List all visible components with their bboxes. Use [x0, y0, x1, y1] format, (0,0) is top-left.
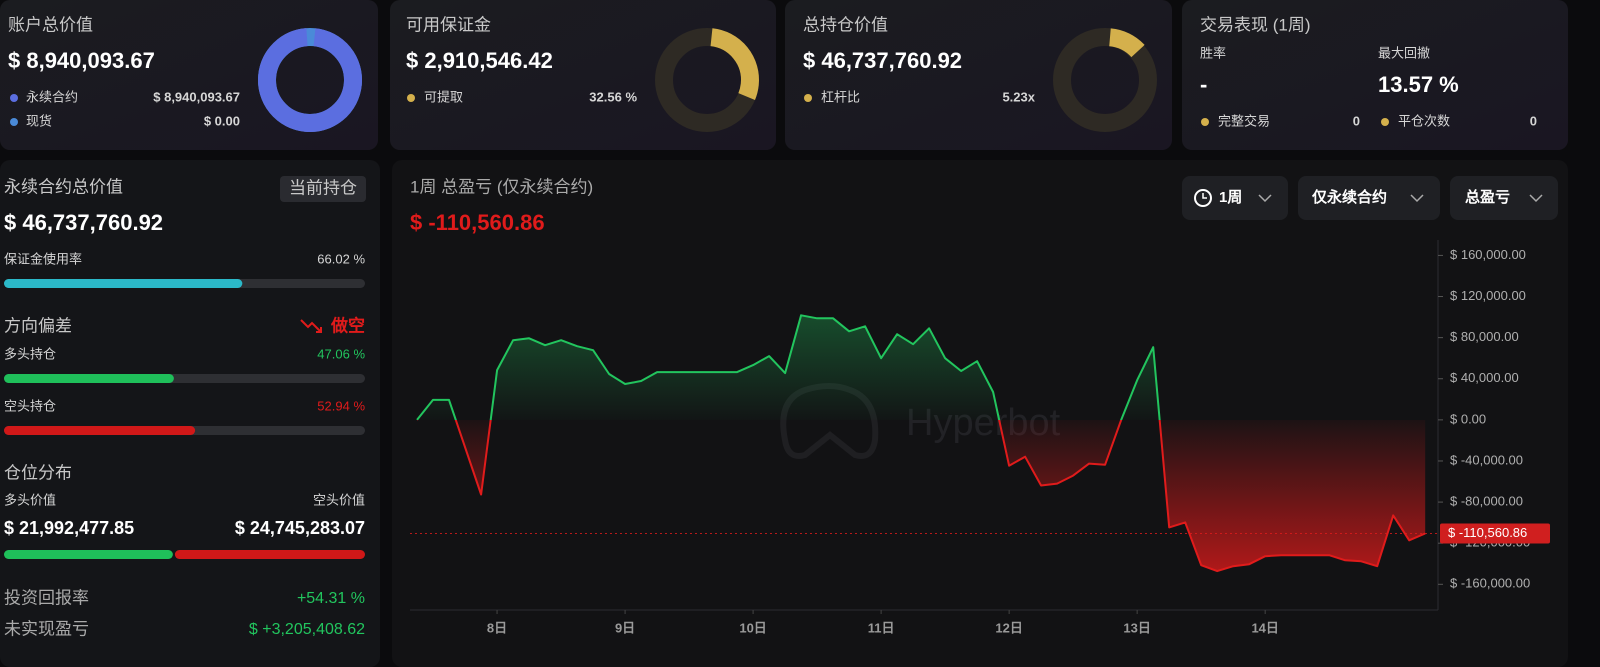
donut-arc: [258, 28, 362, 132]
stat-label: 胜率: [1200, 45, 1226, 60]
long-value: $ 21,992,477.85: [4, 518, 134, 538]
label: 多头持仓: [4, 346, 56, 361]
label: 保证金使用率: [4, 251, 82, 266]
donut-arc: [1108, 28, 1145, 58]
pct: 66.02 %: [317, 251, 365, 266]
pct: 52.94 %: [317, 398, 365, 413]
dropdown-label[interactable]: 1周: [1219, 189, 1242, 206]
upnl-value: $ +3,205,408.62: [249, 621, 365, 638]
dot: [10, 118, 18, 126]
down-icon: [300, 319, 322, 333]
row-label: 杠杆比: [821, 89, 860, 104]
current-position-button[interactable]: 当前持仓: [280, 176, 366, 202]
label: 投资回报率: [4, 588, 89, 607]
x-tick-label: 12日: [995, 620, 1022, 635]
short-share: [174, 550, 365, 559]
dropdown-label[interactable]: 总盈亏: [1465, 188, 1510, 206]
card-value: $ 46,737,760.92: [803, 48, 962, 73]
x-tick-label: 14日: [1251, 620, 1278, 635]
row-value: 0: [1530, 113, 1537, 128]
button-label[interactable]: 当前持仓: [289, 178, 357, 197]
card-title: 可用保证金: [406, 15, 491, 34]
dot: [1201, 118, 1209, 126]
metric-dropdown[interactable]: 总盈亏: [1450, 176, 1558, 220]
row-value: 32.56 %: [589, 89, 637, 104]
dropdown-label[interactable]: 仅永续合约: [1311, 188, 1387, 206]
short-value: $ 24,745,283.07: [235, 518, 365, 538]
card-title: 总持仓价值: [803, 15, 888, 34]
card-value: $ 2,910,546.42: [406, 48, 553, 73]
stat-label: 最大回撤: [1378, 45, 1430, 60]
scope-dropdown[interactable]: 仅永续合约: [1298, 176, 1440, 220]
y-tick-label: $ 80,000.00: [1450, 329, 1519, 344]
dropdown-bg[interactable]: [1182, 176, 1288, 220]
stat-value: -: [1200, 72, 1207, 97]
clock-icon: [1194, 189, 1212, 207]
dot: [1381, 118, 1389, 126]
section-title: 仓位分布: [4, 463, 72, 482]
row-label: 平仓次数: [1398, 113, 1450, 128]
x-tick-label: 13日: [1123, 620, 1150, 635]
current-badge: [1440, 523, 1550, 544]
long-share: [4, 550, 173, 559]
y-tick-label: $ -80,000.00: [1450, 494, 1523, 509]
dropdown-bg[interactable]: [1450, 176, 1558, 220]
section-value: $ 46,737,760.92: [4, 210, 163, 235]
row-value: 5.23x: [1002, 89, 1035, 104]
chevron: [1410, 194, 1424, 203]
y-tick-label: $ 40,000.00: [1450, 370, 1519, 385]
pnl-line: [416, 314, 1426, 573]
period-dropdown[interactable]: 1周: [1182, 176, 1288, 220]
bias-value: 做空: [330, 315, 365, 335]
chevron: [1529, 194, 1543, 203]
chevron: [1258, 194, 1272, 203]
clock-hand: [1202, 193, 1207, 199]
x-tick-label: 8日: [487, 620, 507, 635]
row-label: 可提取: [424, 89, 463, 104]
row-value: $ 0.00: [204, 113, 240, 128]
donut-track: [1053, 28, 1157, 132]
chart-title: 1周 总盈亏 (仅永续合约): [410, 177, 593, 196]
card-title: 账户总价值: [8, 15, 93, 34]
bar-fill: [4, 426, 196, 435]
pnl-area: [417, 315, 1426, 572]
total-pnl: $ -110,560.86: [410, 210, 545, 235]
dot: [10, 94, 18, 102]
donut-arc: [655, 28, 759, 132]
y-tick-label: $ 0.00: [1450, 411, 1486, 426]
card-value: $ 8,940,093.67: [8, 48, 155, 73]
button-bg[interactable]: [280, 176, 366, 202]
current-label: $ -110,560.86: [1448, 525, 1527, 540]
stat-value: 13.57 %: [1378, 72, 1459, 97]
bar-fill: [4, 279, 243, 288]
y-tick-label: $ -40,000.00: [1450, 452, 1523, 467]
row-value: 0: [1353, 113, 1360, 128]
row-label: 现货: [26, 113, 52, 128]
x-tick-label: 10日: [739, 620, 766, 635]
section-title: 永续合约总价值: [4, 177, 123, 196]
y-tick-label: $ -160,000.00: [1450, 576, 1530, 591]
label: 空头价值: [313, 492, 365, 507]
y-tick-label: $ 120,000.00: [1450, 288, 1526, 303]
row-label: 完整交易: [1218, 113, 1270, 128]
dot: [407, 94, 415, 102]
card: [1182, 0, 1568, 150]
x-tick-label: 11日: [868, 620, 895, 635]
card-title: 交易表现 (1周): [1200, 15, 1311, 34]
dropdown-bg[interactable]: [1298, 176, 1440, 220]
row-label: 永续合约: [26, 89, 78, 104]
y-tick-label: $ 160,000.00: [1450, 247, 1526, 262]
bar-fill: [4, 374, 174, 383]
pct: 47.06 %: [317, 346, 365, 361]
row-value: $ 8,940,093.67: [153, 89, 240, 104]
label: 未实现盈亏: [4, 619, 89, 638]
label: 空头持仓: [4, 398, 56, 413]
dot: [804, 94, 812, 102]
label: 多头价值: [4, 492, 56, 507]
roi-value: +54.31 %: [297, 590, 365, 607]
section-title: 方向偏差: [4, 316, 72, 335]
x-tick-label: 9日: [615, 620, 635, 635]
